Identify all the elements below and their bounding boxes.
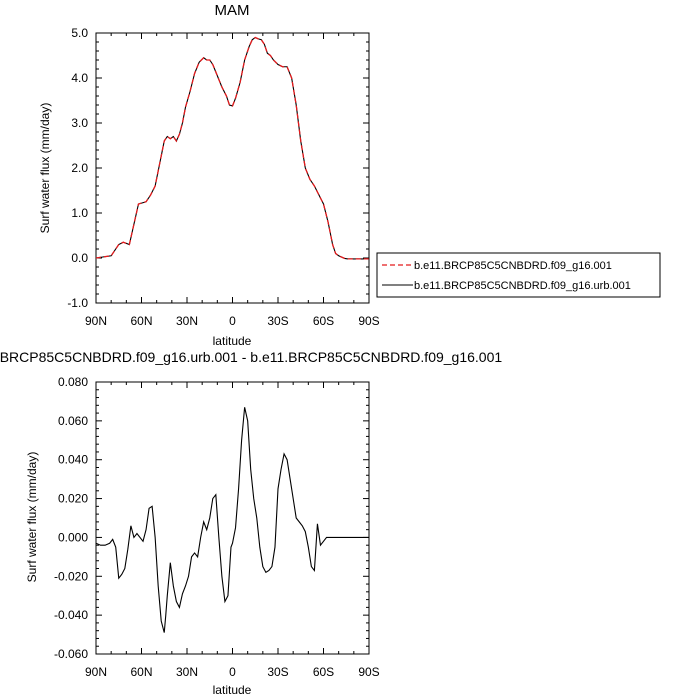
bottom-x-tick-label: 0 <box>229 665 236 679</box>
bottom-x-tick-label: 60N <box>130 665 152 679</box>
bottom-plot-frame <box>95 381 370 655</box>
bottom-panel: b.e11.BRCP85C5CNBDRD.f09_g16.urb.001 - b… <box>0 349 502 697</box>
top-chart-title: MAM <box>215 2 250 19</box>
top-y-tick-label: -1.0 <box>67 296 88 310</box>
bottom-y-tick-label: 0.000 <box>58 530 88 544</box>
top-plot-frame <box>95 32 370 304</box>
top-y-tick-label: 0.0 <box>71 251 88 265</box>
top-x-tick-label: 30S <box>267 314 288 328</box>
bottom-x-tick-label: 60S <box>313 665 334 679</box>
bottom-series-line-1 <box>95 407 369 633</box>
top-x-tick-label: 90S <box>358 314 379 328</box>
bottom-series-group <box>95 407 369 633</box>
legend: b.e11.BRCP85C5CNBDRD.f09_g16.001 b.e11.B… <box>376 252 661 298</box>
top-series-line-1 <box>95 36 369 260</box>
bottom-x-tick-label: 30N <box>176 665 198 679</box>
bottom-y-tick-label: 0.020 <box>58 492 88 506</box>
bottom-y-tick-label: 0.060 <box>58 414 88 428</box>
bottom-y-tick-label: -0.020 <box>54 569 88 583</box>
top-y-axis-label: Surf water flux (mm/day) <box>38 103 52 234</box>
top-y-tick-label: 5.0 <box>71 26 88 40</box>
bottom-y-tick-label: 0.080 <box>58 375 88 389</box>
top-x-tick-label: 30N <box>176 314 198 328</box>
bottom-y-axis-label: Surf water flux (mm/day) <box>25 452 39 583</box>
bottom-y-tick-label: -0.040 <box>54 608 88 622</box>
top-series-line-2 <box>95 36 369 260</box>
bottom-axis-ticks: 90N 60N 30N 0 30S 60S 90S -0.060 -0.040 -0.020 0.0… <box>54 375 380 679</box>
bottom-x-tick-label: 90N <box>85 665 107 679</box>
top-y-tick-label: 1.0 <box>71 206 88 220</box>
bottom-chart-title: b.e11.BRCP85C5CNBDRD.f09_g16.urb.001 - b… <box>0 349 502 365</box>
top-y-tick-label: 3.0 <box>71 116 88 130</box>
top-y-tick-label: 2.0 <box>71 161 88 175</box>
top-y-tick-label: 4.0 <box>71 71 88 85</box>
top-axis-ticks: 90N 60N 30N 0 30S 60S 90S -1.0 0.0 1.0 2.0 3.0 4.0 5.… <box>67 26 379 328</box>
top-x-axis-label: latitude <box>213 334 252 348</box>
legend-label-series-2: b.e11.BRCP85C5CNBDRD.f09_g16.urb.001 <box>414 280 631 292</box>
top-series-group <box>95 36 369 260</box>
top-x-tick-label: 90N <box>85 314 107 328</box>
top-panel: MAM Surf water flux (mm/day) latitude 90… <box>38 2 380 348</box>
legend-box <box>376 252 661 298</box>
legend-label-series-1: b.e11.BRCP85C5CNBDRD.f09_g16.001 <box>414 260 612 272</box>
top-x-tick-label: 0 <box>229 314 236 328</box>
top-x-tick-label: 60N <box>130 314 152 328</box>
bottom-x-tick-label: 90S <box>358 665 379 679</box>
bottom-x-axis-label: latitude <box>213 683 252 697</box>
bottom-x-tick-label: 30S <box>267 665 288 679</box>
bottom-y-tick-label: -0.060 <box>54 647 88 661</box>
top-x-tick-label: 60S <box>313 314 334 328</box>
bottom-y-tick-label: 0.040 <box>58 453 88 467</box>
